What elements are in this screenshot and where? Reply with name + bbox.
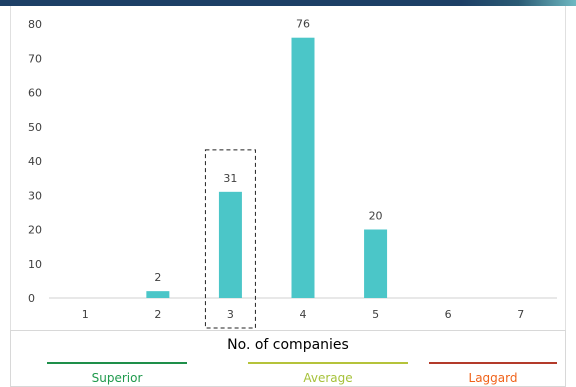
bar (146, 291, 170, 298)
bar (364, 229, 388, 298)
superior-line (47, 362, 187, 364)
x-tick-label: 1 (82, 308, 89, 321)
x-tick-label: 6 (445, 308, 452, 321)
x-tick-label: 5 (372, 308, 379, 321)
legend-laggard: Laggard (468, 371, 518, 385)
bar-chart: 0 10 20 30 40 50 60 70 80 1 2 2 31 3 76 4 20 5 6 7 (28, 18, 557, 329)
top-accent-bar (0, 0, 576, 6)
average-line (248, 362, 408, 364)
chart-footer: No. of companies Superior Average Laggar… (10, 330, 566, 387)
y-tick-label: 20 (28, 224, 42, 237)
legend-superior: Superior (91, 371, 143, 385)
bar (218, 191, 242, 298)
legend-average: Average (303, 371, 353, 385)
highlight-box (204, 149, 256, 329)
chart-frame: 0 10 20 30 40 50 60 70 80 1 2 2 31 3 76 4 20 5 6 7 (10, 6, 566, 330)
x-tick-label: 4 (300, 308, 307, 321)
y-tick-label: 40 (28, 155, 42, 168)
data-label: 20 (369, 210, 383, 223)
bar (291, 37, 315, 298)
y-tick-label: 0 (28, 292, 35, 305)
y-tick-label: 30 (28, 189, 42, 202)
data-label: 31 (223, 172, 237, 185)
x-axis-title: No. of companies (227, 337, 349, 353)
y-tick-label: 70 (28, 52, 42, 65)
data-label: 76 (296, 18, 310, 31)
y-tick-label: 50 (28, 121, 42, 134)
x-tick-label: 2 (154, 308, 161, 321)
y-tick-label: 80 (28, 18, 42, 31)
y-tick-label: 60 (28, 87, 42, 100)
data-label: 2 (154, 271, 161, 284)
x-tick-label: 7 (517, 308, 524, 321)
x-tick-label: 3 (227, 308, 234, 321)
laggard-line (429, 362, 557, 364)
y-tick-label: 10 (28, 258, 42, 271)
